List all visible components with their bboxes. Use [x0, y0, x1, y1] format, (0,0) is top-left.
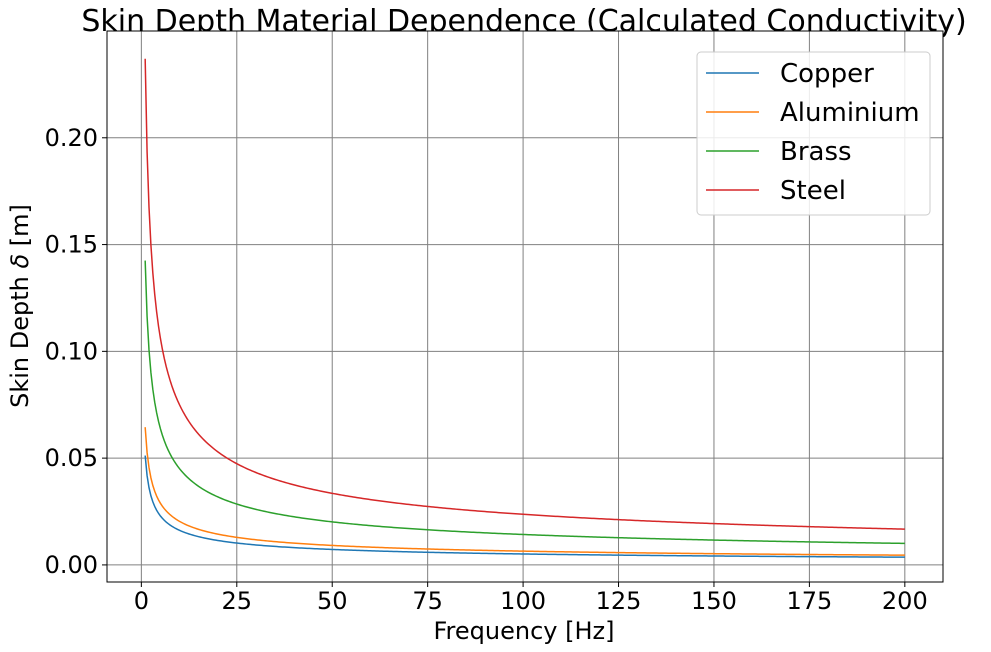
- series-line-brass: [144, 260, 905, 545]
- x-tick-label: 175: [786, 587, 832, 615]
- y-axis-label-prefix: Skin Depth: [6, 269, 34, 408]
- x-tick-label: 25: [222, 587, 253, 615]
- y-tick-label: 0.15: [45, 231, 98, 259]
- x-tick-label: 0: [134, 587, 149, 615]
- x-tick-label: 150: [691, 587, 737, 615]
- x-tick-label: 50: [317, 587, 348, 615]
- plot-border: [106, 30, 944, 583]
- legend-label-brass: Brass: [780, 137, 852, 167]
- y-axis-label-suffix: [m]: [6, 204, 34, 254]
- x-tick-label: 200: [882, 587, 928, 615]
- x-axis-label: Frequency [Hz]: [434, 617, 615, 645]
- y-tick-label: 0.10: [45, 337, 98, 365]
- y-axis-label-symbol: δ: [6, 254, 34, 269]
- y-tick-label: 0.05: [45, 444, 98, 472]
- series-lines: [144, 58, 905, 558]
- legend-label-copper: Copper: [780, 59, 874, 89]
- series-line-steel: [144, 58, 905, 530]
- y-tick-label: 0.20: [45, 124, 98, 152]
- series-line-copper: [144, 455, 905, 558]
- x-tick-label: 125: [596, 587, 642, 615]
- series-line-aluminium: [144, 427, 905, 556]
- legend-label-steel: Steel: [780, 176, 846, 206]
- legend-label-aluminium: Aluminium: [780, 98, 920, 128]
- x-tick-label: 75: [412, 587, 443, 615]
- y-tick-label: 0.00: [45, 551, 98, 579]
- x-axis-ticks: 0 25 50 75 100 125 150 175 200: [134, 582, 928, 615]
- x-tick-label: 100: [500, 587, 546, 615]
- grid-lines: [107, 31, 943, 582]
- y-axis-label: Skin Depth δ [m]: [6, 204, 34, 408]
- y-axis-ticks: 0.00 0.05 0.10 0.15 0.20: [45, 124, 107, 579]
- legend-box: [696, 51, 931, 216]
- legend: Copper Aluminium Brass Steel: [696, 51, 931, 216]
